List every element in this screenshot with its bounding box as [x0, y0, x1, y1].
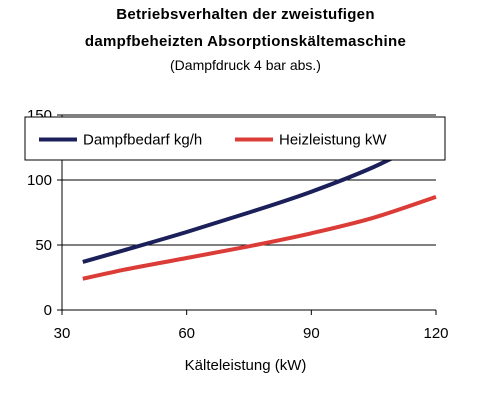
legend-label-2: Heizleistung kW	[279, 132, 387, 149]
y-tick-label-50: 50	[35, 237, 52, 254]
chart-subtitle: (Dampfdruck 4 bar abs.)	[170, 57, 321, 73]
x-tick-label-60: 60	[178, 325, 195, 342]
chart-title-line-2: dampfbeheizten Absorptionskältemaschine	[84, 33, 407, 50]
y-tick-label-100: 100	[27, 172, 52, 189]
legend-label-1: Dampfbedarf kg/h	[83, 132, 202, 149]
series-line-1	[82, 134, 437, 264]
x-axis-label: Kälteleistung (kW)	[184, 357, 307, 374]
y-tick-label-0: 0	[44, 302, 52, 319]
legend: Dampfbedarf kg/h Heizleistung kW	[24, 116, 446, 161]
series-layer	[82, 134, 437, 281]
x-tick-label-90: 90	[303, 325, 320, 342]
chart-title-line-1: Betriebsverhalten der zweistufigen	[116, 6, 375, 23]
series-line-2	[82, 195, 437, 281]
x-tick-label-120: 120	[423, 325, 448, 342]
x-tick-label-30: 30	[54, 325, 71, 342]
